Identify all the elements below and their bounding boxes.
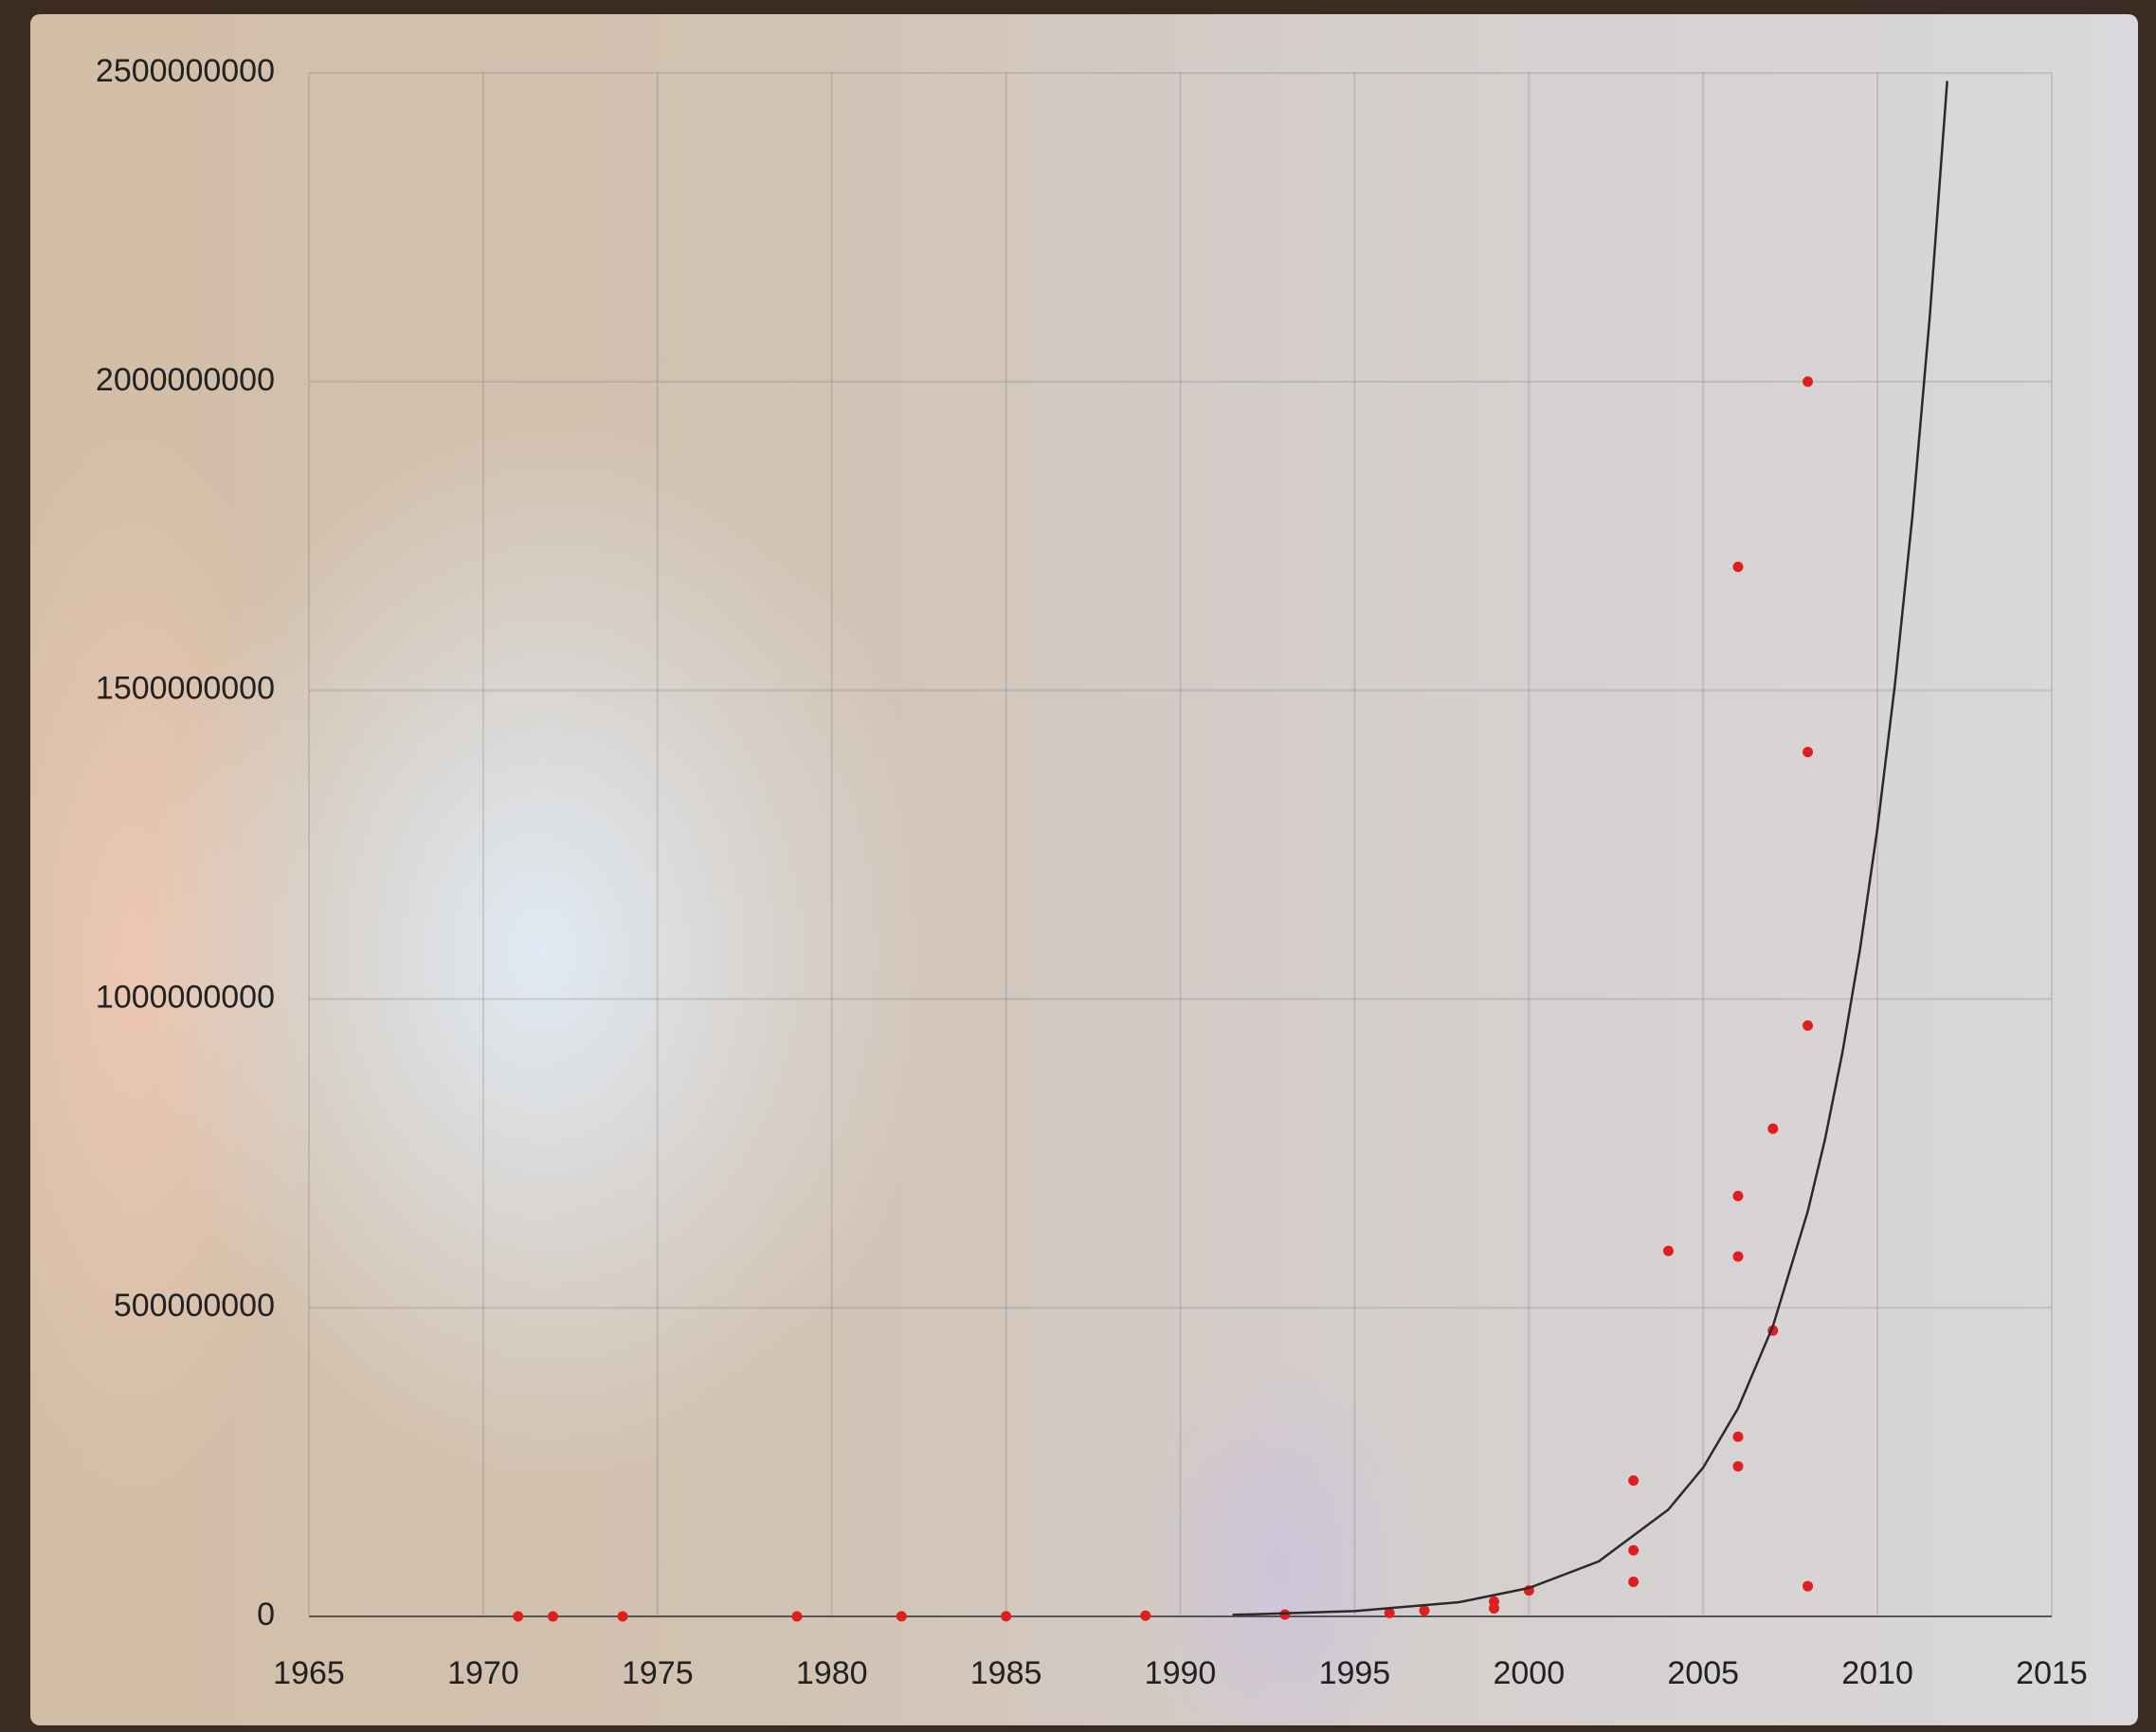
trend-line [1232,81,1948,1616]
x-tick-label: 1995 [1319,1655,1391,1691]
data-point [513,1611,524,1622]
data-point [1001,1611,1012,1622]
data-point [1732,561,1744,572]
x-tick-label: 1975 [622,1655,694,1691]
data-point [1767,1123,1779,1134]
x-tick-label: 2015 [2016,1655,2088,1691]
data-point [1419,1605,1430,1616]
y-tick-label: 0 [257,1597,275,1633]
data-point [1628,1544,1640,1556]
data-point [1732,1431,1744,1442]
data-point [1732,1461,1744,1472]
data-point [547,1611,558,1622]
data-point [791,1611,803,1622]
data-point [1662,1245,1674,1256]
data-point [1628,1577,1640,1588]
x-tick-label: 2010 [1841,1655,1913,1691]
chart-panel [30,14,2138,1725]
x-tick-label: 1970 [447,1655,519,1691]
data-point [1803,376,1814,388]
data-point [1803,1580,1814,1592]
x-tick-label: 1985 [970,1655,1042,1691]
y-tick-label: 1000000000 [96,979,275,1015]
x-tick-label: 2005 [1667,1655,1739,1691]
x-tick-label: 1965 [273,1655,345,1691]
data-point [1732,1251,1744,1262]
x-tick-label: 2000 [1493,1655,1565,1691]
data-point [1803,1019,1814,1031]
data-point [1732,1190,1744,1201]
x-tick-label: 1990 [1145,1655,1217,1691]
y-tick-label: 1500000000 [96,671,275,707]
data-point [1803,747,1814,758]
data-point [1384,1607,1395,1618]
data-point [1628,1475,1640,1487]
data-point [617,1611,628,1622]
data-point [896,1611,907,1622]
x-tick-label: 1980 [796,1655,868,1691]
data-point [1140,1610,1151,1621]
y-tick-label: 500000000 [114,1288,275,1324]
data-point [1489,1603,1500,1615]
y-tick-label: 2500000000 [96,53,275,89]
y-tick-label: 2000000000 [96,362,275,398]
